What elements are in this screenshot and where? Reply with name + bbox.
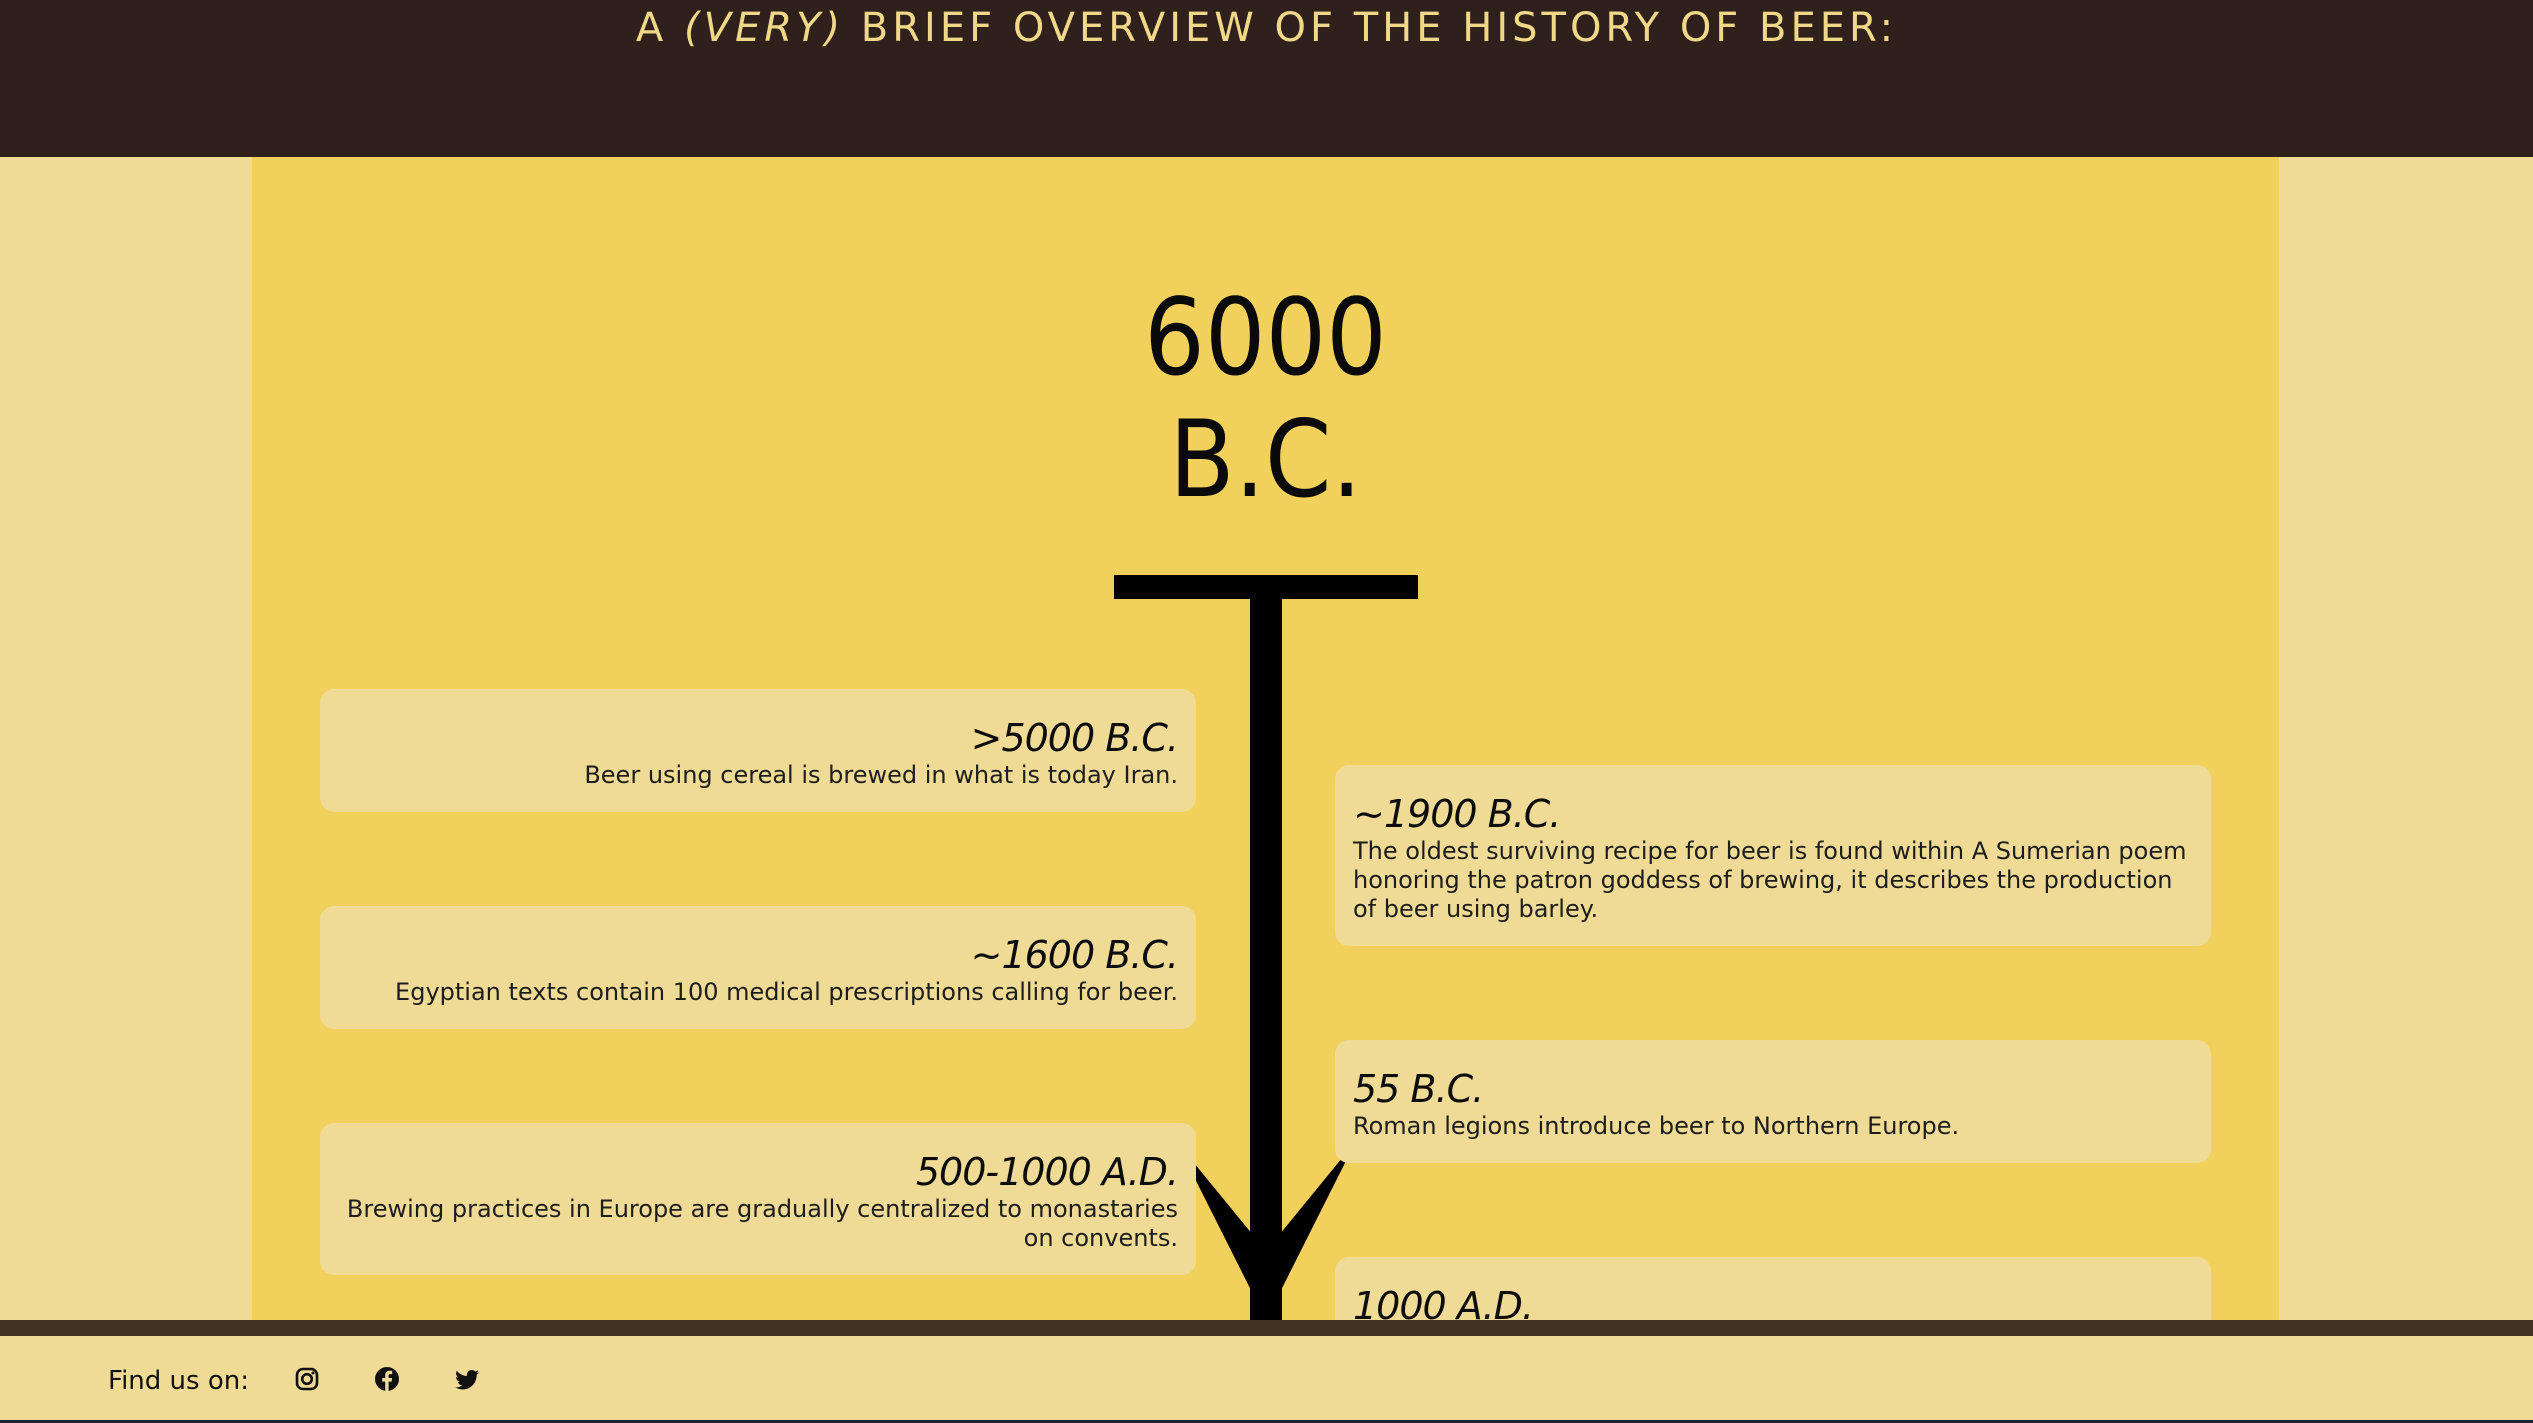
timeline-arrow-top-bar	[1114, 575, 1418, 599]
event-description: Roman legions introduce beer to Northern…	[1353, 1112, 1960, 1140]
timeline-event-card: >5000 B.C. Beer using cereal is brewed i…	[320, 689, 1196, 812]
start-era: B.C.	[1169, 398, 1362, 521]
footer-divider	[0, 1320, 2533, 1336]
footer: Find us on:	[0, 1336, 2533, 1420]
find-us-label: Find us on:	[108, 1366, 249, 1396]
footer-bottom-edge	[0, 1420, 2533, 1423]
timeline-arrow-shaft	[1250, 597, 1282, 1320]
event-date: 500-1000 A.D.	[915, 1150, 1179, 1194]
title-emphasis: (VERY)	[684, 5, 845, 51]
title-suffix: BRIEF OVERVIEW OF THE HISTORY OF BEER:	[844, 5, 1898, 51]
event-date: 55 B.C.	[1353, 1067, 1484, 1111]
timeline-arrow-head	[1176, 1141, 1356, 1320]
twitter-icon[interactable]	[452, 1364, 482, 1394]
timeline-section: 6000 B.C. >5000 B.C. Beer using cereal i…	[252, 157, 2279, 1320]
timeline-event-card: ~1900 B.C. The oldest surviving recipe f…	[1335, 765, 2211, 946]
page-title: A (VERY) BRIEF OVERVIEW OF THE HISTORY O…	[0, 6, 2533, 50]
timeline-event-card: 55 B.C. Roman legions introduce beer to …	[1335, 1040, 2211, 1163]
timeline-arrow-icon	[1114, 575, 1418, 1320]
event-date: 1000 A.D.	[1353, 1284, 1534, 1320]
event-date: >5000 B.C.	[970, 716, 1179, 760]
timeline-event-card: ~1600 B.C. Egyptian texts contain 100 me…	[320, 906, 1196, 1029]
event-date: ~1600 B.C.	[970, 933, 1179, 977]
start-year: 6000	[1144, 276, 1387, 399]
instagram-icon[interactable]	[292, 1364, 322, 1394]
event-date: ~1900 B.C.	[1353, 792, 1561, 836]
event-description: The oldest surviving recipe for beer is …	[1353, 837, 2187, 923]
event-description: Brewing practices in Europe are graduall…	[346, 1195, 1178, 1252]
timeline-event-card: 1000 A.D.	[1335, 1257, 2211, 1320]
header-bar: A (VERY) BRIEF OVERVIEW OF THE HISTORY O…	[0, 0, 2533, 157]
timeline-start-date: 6000 B.C.	[252, 277, 2279, 521]
event-description: Egyptian texts contain 100 medical presc…	[395, 978, 1178, 1006]
facebook-icon[interactable]	[372, 1364, 402, 1394]
title-prefix: A	[635, 5, 684, 51]
timeline-event-card: 500-1000 A.D. Brewing practices in Europ…	[320, 1123, 1196, 1275]
event-description: Beer using cereal is brewed in what is t…	[584, 761, 1178, 789]
